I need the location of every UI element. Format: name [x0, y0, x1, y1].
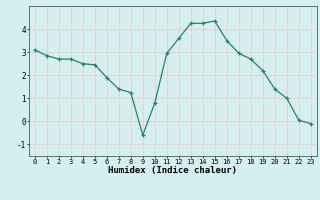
X-axis label: Humidex (Indice chaleur): Humidex (Indice chaleur) — [108, 166, 237, 175]
